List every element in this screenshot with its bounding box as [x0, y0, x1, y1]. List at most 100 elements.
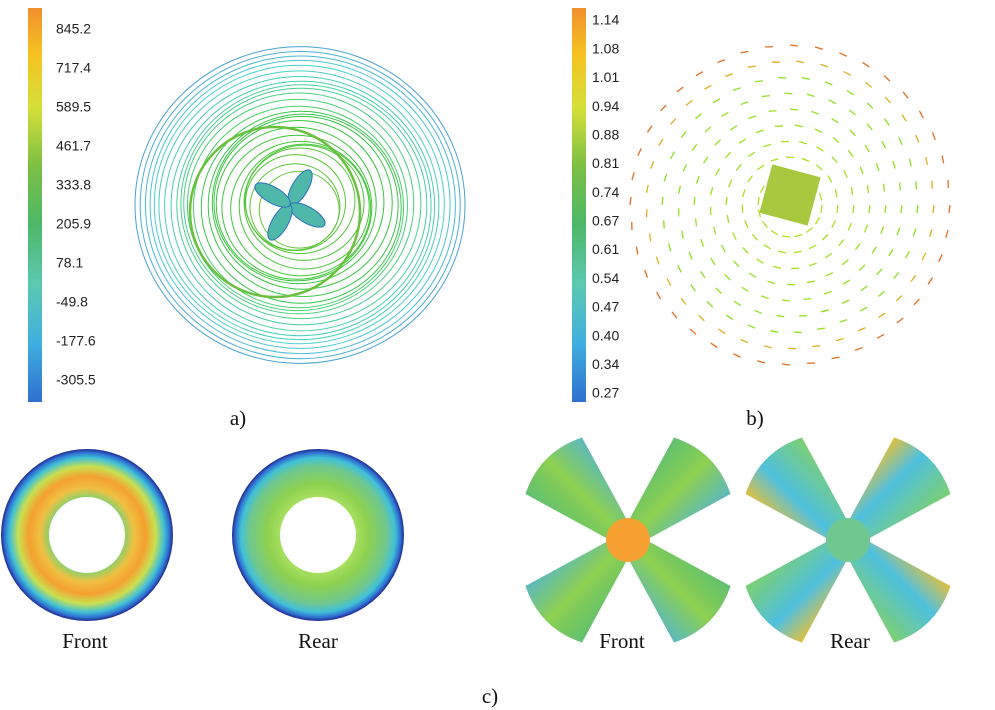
vector — [692, 144, 697, 150]
vector — [867, 185, 868, 193]
vector — [867, 103, 873, 109]
colorbar-label: 333.8 — [56, 177, 91, 193]
vector — [839, 320, 847, 323]
colorbar-label: 0.54 — [592, 270, 619, 286]
vector — [790, 109, 798, 110]
front-propeller — [518, 430, 737, 649]
vector — [828, 176, 832, 183]
colorbar-label: 461.7 — [56, 138, 91, 154]
vector — [882, 141, 886, 148]
hub — [606, 518, 650, 562]
vector — [916, 135, 919, 142]
vector — [769, 111, 777, 112]
vector — [758, 197, 759, 205]
hole — [280, 497, 356, 573]
vector — [853, 205, 854, 213]
vector — [741, 339, 748, 342]
vector — [721, 112, 728, 116]
vector — [860, 307, 867, 311]
panel-label: a) — [230, 406, 246, 430]
vector — [858, 328, 865, 331]
vector — [730, 126, 737, 130]
vector — [913, 229, 915, 237]
vector — [714, 227, 716, 235]
vector — [849, 110, 855, 115]
vector — [636, 247, 637, 255]
vector — [762, 96, 770, 97]
vector — [778, 251, 786, 253]
vector — [900, 182, 901, 190]
vector — [784, 93, 792, 94]
vector — [733, 232, 736, 239]
vector — [809, 263, 817, 265]
vector — [689, 252, 692, 259]
vector — [725, 274, 731, 280]
vector — [877, 269, 882, 275]
vector — [711, 187, 713, 195]
vector — [742, 287, 749, 291]
vector — [881, 226, 884, 234]
vector — [763, 144, 771, 146]
surface-plots — [1, 430, 958, 649]
vector — [695, 114, 701, 119]
vector — [647, 185, 649, 193]
vector — [715, 140, 721, 146]
vector — [914, 299, 919, 305]
vector — [739, 139, 746, 143]
vector — [815, 129, 822, 132]
vector — [638, 148, 641, 155]
vector — [755, 81, 763, 82]
vector — [799, 142, 807, 144]
vector — [782, 364, 790, 365]
vector — [782, 236, 790, 237]
vector — [850, 130, 856, 136]
vector — [717, 60, 725, 63]
vector — [851, 187, 852, 195]
rear-propeller — [738, 430, 957, 649]
vector — [939, 254, 942, 261]
vector — [699, 315, 705, 321]
vector — [679, 186, 681, 194]
vector — [878, 291, 884, 296]
vector — [901, 205, 902, 213]
vector — [701, 271, 705, 278]
vector — [824, 291, 832, 294]
vector — [839, 53, 846, 56]
figure: a) b) c) Front Rear Front Rear 845.2717.… — [0, 0, 995, 710]
colorbar — [572, 8, 586, 402]
vector — [816, 165, 822, 170]
vector — [807, 94, 815, 96]
vector — [832, 157, 837, 163]
vector — [902, 115, 906, 122]
vector — [630, 197, 631, 205]
vector — [826, 273, 833, 276]
vector — [836, 339, 844, 341]
vector — [782, 300, 790, 301]
colorbar-label: -177.6 — [56, 333, 96, 349]
vector — [829, 100, 836, 104]
vector — [788, 348, 796, 349]
vector — [867, 124, 872, 130]
vector — [843, 280, 850, 284]
colorbar-label: 845.2 — [56, 21, 91, 37]
vector — [909, 159, 911, 167]
vector — [811, 111, 819, 114]
vector — [694, 197, 695, 205]
vector — [859, 265, 865, 271]
vector — [748, 325, 755, 328]
vector — [716, 169, 720, 176]
vector — [885, 97, 890, 103]
vector — [729, 180, 732, 187]
panel-label: b) — [746, 406, 764, 430]
vector — [926, 157, 928, 165]
colorbar-label: 717.4 — [56, 60, 91, 76]
vector — [757, 165, 764, 170]
vector — [704, 85, 711, 89]
vector — [847, 90, 854, 94]
vector — [741, 51, 749, 52]
vector — [741, 102, 749, 105]
vector — [848, 150, 853, 156]
vector — [719, 329, 726, 333]
vector — [821, 205, 822, 213]
vector — [752, 234, 757, 240]
